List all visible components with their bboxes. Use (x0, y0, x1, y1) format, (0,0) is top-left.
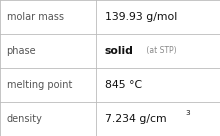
Text: 845 °C: 845 °C (104, 80, 142, 90)
Text: 7.234 g/cm: 7.234 g/cm (104, 114, 166, 124)
Text: molar mass: molar mass (7, 12, 64, 22)
Text: 139.93 g/mol: 139.93 g/mol (104, 12, 177, 22)
Text: melting point: melting point (7, 80, 72, 90)
Text: density: density (7, 114, 42, 124)
Text: phase: phase (7, 46, 36, 56)
Text: (at STP): (at STP) (144, 47, 177, 55)
Text: solid: solid (104, 46, 133, 56)
Text: 3: 3 (185, 110, 190, 116)
